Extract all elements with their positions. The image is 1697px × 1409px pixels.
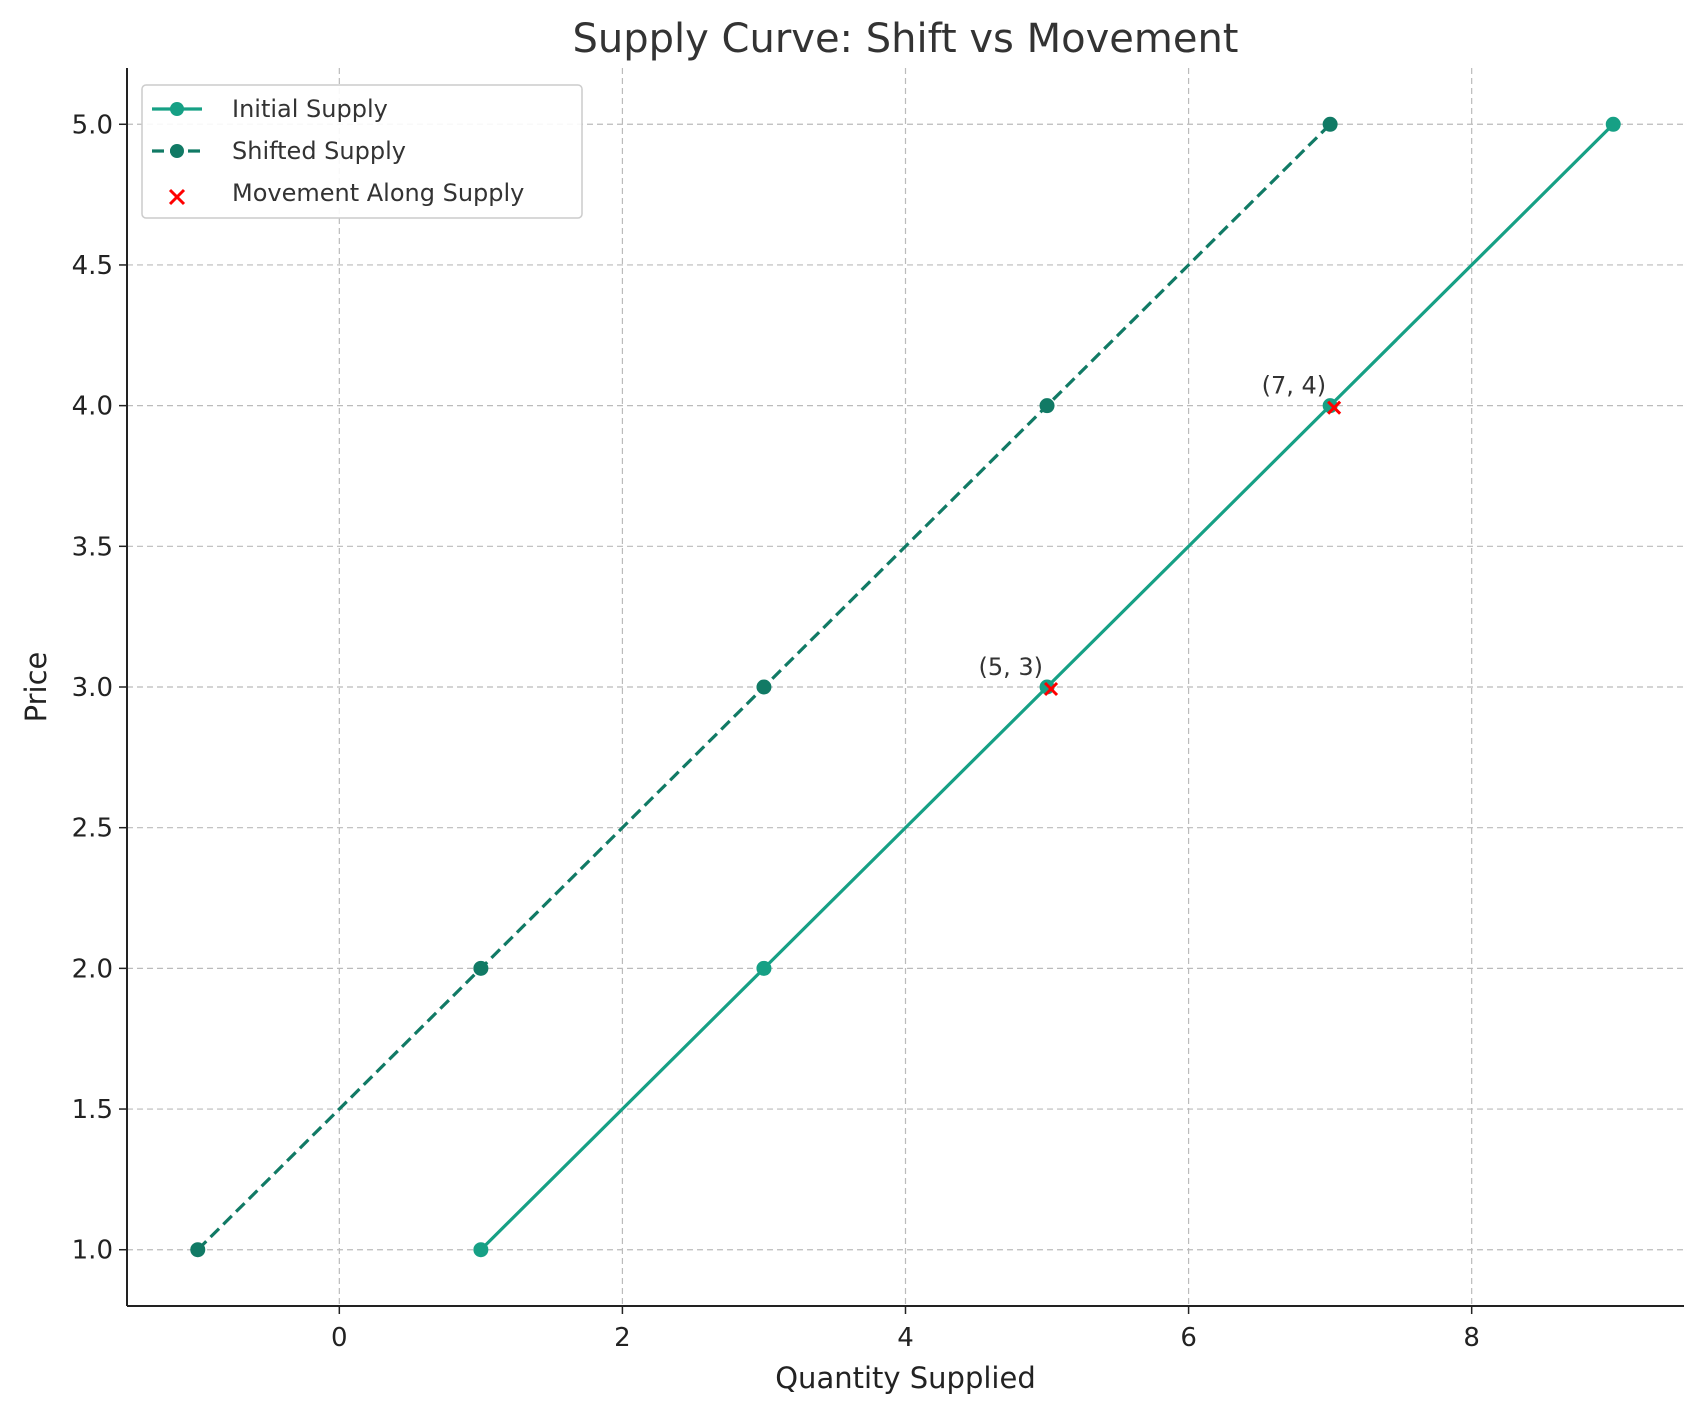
x-tick-label: 4 xyxy=(897,1323,914,1353)
data-point xyxy=(473,960,489,976)
legend: Initial Supply Shifted Supply Movement Alo… xyxy=(141,84,583,219)
y-tick-label: 5.0 xyxy=(72,110,113,140)
legend-box xyxy=(141,84,583,219)
x-tick-label: 0 xyxy=(331,1323,348,1353)
y-tick-label: 3.0 xyxy=(72,673,113,703)
grid xyxy=(127,68,1684,1306)
data-point xyxy=(1039,398,1055,414)
x-tick-label: 6 xyxy=(1180,1323,1197,1353)
data-point xyxy=(1605,116,1621,132)
y-tick-label: 4.5 xyxy=(72,251,113,281)
x-marker-stroke xyxy=(1327,400,1342,415)
x-marker-stroke xyxy=(168,188,186,206)
data-point xyxy=(473,1242,489,1258)
legend-marker xyxy=(168,188,186,206)
legend-marker xyxy=(170,144,184,158)
legend-entry: Initial Supply xyxy=(152,95,388,123)
data-point xyxy=(190,1242,206,1258)
data-point xyxy=(756,679,772,695)
annotations: (5, 3) (7, 4) xyxy=(979,372,1327,681)
y-tick-label: 1.0 xyxy=(72,1236,113,1266)
series-movement-along-supply xyxy=(1043,400,1342,697)
movement-point xyxy=(1327,400,1342,415)
point-annotation: (7, 4) xyxy=(1262,372,1327,400)
y-axis-label: Price xyxy=(19,652,53,723)
movement-point xyxy=(1043,681,1059,697)
legend-entry: Shifted Supply xyxy=(152,137,406,165)
series xyxy=(190,116,1621,1258)
chart-title: Supply Curve: Shift vs Movement xyxy=(573,16,1239,62)
y-tick-label: 4.0 xyxy=(72,392,113,422)
data-point xyxy=(756,960,772,976)
legend-label: Movement Along Supply xyxy=(232,179,524,207)
y-tick-label: 1.5 xyxy=(72,1095,113,1125)
x-axis-label: Quantity Supplied xyxy=(775,1361,1036,1395)
x-tick-label: 2 xyxy=(614,1323,631,1353)
legend-marker xyxy=(170,102,184,116)
legend-label: Shifted Supply xyxy=(232,137,406,165)
legend-entry: Movement Along Supply xyxy=(168,179,524,207)
x-marker-stroke xyxy=(1043,681,1059,697)
y-tick-label: 2.5 xyxy=(72,814,113,844)
y-tick-label: 3.5 xyxy=(72,532,113,562)
legend-label: Initial Supply xyxy=(232,95,388,123)
y-tick-label: 2.0 xyxy=(72,954,113,984)
series-shifted-supply xyxy=(190,116,1338,1258)
x-tick-label: 8 xyxy=(1463,1323,1480,1353)
point-annotation: (5, 3) xyxy=(979,653,1044,681)
data-point xyxy=(1322,116,1338,132)
ticks: 0 2 4 6 8 1.0 1.5 2.0 2.5 3.0 3.5 4.0 4.5 5.0 xyxy=(72,110,1480,1353)
